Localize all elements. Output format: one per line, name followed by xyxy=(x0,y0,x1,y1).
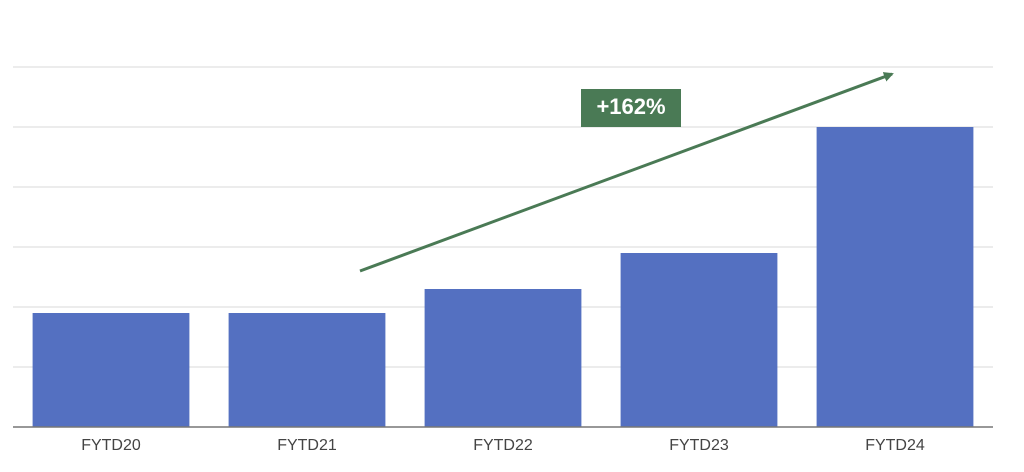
bar xyxy=(424,289,582,427)
x-tick-label: FYTD23 xyxy=(669,437,729,454)
trend-arrow xyxy=(359,72,894,273)
x-tick-label: FYTD24 xyxy=(865,437,925,454)
annotation-box xyxy=(581,89,681,127)
x-tick-label: FYTD20 xyxy=(81,437,141,454)
bar xyxy=(32,313,190,427)
x-tick-label: FYTD21 xyxy=(277,437,337,454)
bar xyxy=(816,127,974,427)
bar xyxy=(228,313,386,427)
bars xyxy=(32,127,974,427)
annotation: +162% xyxy=(596,94,665,119)
x-tick-label: FYTD22 xyxy=(473,437,533,454)
bar xyxy=(620,253,778,427)
